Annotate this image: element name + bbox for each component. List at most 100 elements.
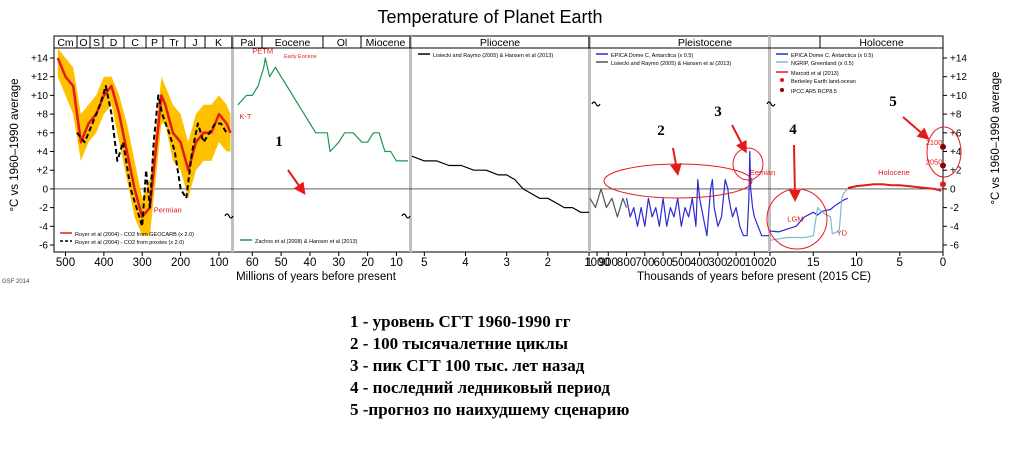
legend-label: EPICA Dome C, Antarctica (x 0.5) <box>611 53 693 59</box>
period-label: K <box>215 37 222 49</box>
chart-annotation: YD <box>837 229 848 238</box>
x-tick-label: 20 <box>764 257 777 269</box>
y-tick-label-right: +2 <box>950 166 962 177</box>
legend-label: Zachos et al (2008) & Hansen et al (2013… <box>255 239 358 245</box>
axis-break <box>224 213 234 219</box>
x-tick-label: 100 <box>745 257 764 269</box>
note-item: 3 - пик СГТ 100 тыс. лет назад <box>350 356 585 375</box>
series-line <box>769 197 849 233</box>
note-item: 1 - уровень СГТ 1960-1990 гг <box>350 312 571 331</box>
x-axis-label-kyr: Thousands of years before present (2015 … <box>637 271 871 283</box>
series-line <box>769 188 849 241</box>
legend-label: Royer et al (2004) - CO2 from proxies (x… <box>75 240 184 246</box>
marker-number: 2 <box>657 123 665 139</box>
y-tick-label-left: -2 <box>39 203 48 214</box>
note-item: 2 - 100 тысячалетние циклы <box>350 334 569 353</box>
y-tick-label-right: -6 <box>950 241 959 252</box>
x-tick-label: 10 <box>390 257 403 269</box>
y-tick-label-right: +12 <box>950 72 967 83</box>
chart-annotation: PETM <box>252 46 273 55</box>
chart-annotation: Holocene <box>878 168 910 177</box>
x-tick-label: 30 <box>332 257 345 269</box>
x-tick-label: 400 <box>94 257 113 269</box>
legend-swatch <box>780 88 784 92</box>
y-tick-label-left: -6 <box>39 241 48 252</box>
series-line <box>237 57 408 162</box>
series-line <box>589 188 628 218</box>
chart-title: Temperature of Planet Earth <box>377 7 602 27</box>
panel-separator <box>768 36 771 252</box>
panel-separator <box>231 36 234 252</box>
y-tick-label-left: +14 <box>31 54 48 65</box>
callout-ellipse <box>603 163 753 199</box>
axis-break <box>766 101 776 107</box>
y-axis-label-right: °C vs 1960–1990 average <box>990 71 1002 204</box>
y-tick-label-left: -4 <box>39 222 48 233</box>
marker-number: 5 <box>889 94 897 110</box>
period-label: Cm <box>57 37 74 49</box>
period-label: Ol <box>337 37 348 49</box>
y-tick-label-right: +10 <box>950 91 967 102</box>
axis-break <box>591 101 601 107</box>
period-label: O <box>79 37 87 49</box>
chart-annotation: Eemian <box>750 168 775 177</box>
y-tick-label-left: 0 <box>42 184 48 195</box>
callout-arrow <box>731 124 747 154</box>
callout-ellipse <box>926 126 962 178</box>
legend-label: Berkeley Earth land-ocean <box>791 79 856 85</box>
marker-number: 1 <box>275 134 283 150</box>
x-tick-label: 100 <box>209 257 228 269</box>
chart-annotation: 2100 <box>926 138 943 147</box>
legend-label: Lisiecki and Raymo (2005) & Hansen et al… <box>433 53 553 59</box>
callout-ellipse <box>766 188 828 250</box>
y-tick-label-left: +2 <box>37 166 49 177</box>
x-tick-label: 4 <box>462 257 469 269</box>
y-tick-label-right: -4 <box>950 222 959 233</box>
y-tick-label-right: +14 <box>950 54 967 65</box>
y-tick-label-left: +12 <box>31 72 48 83</box>
legend-label: Royer et al (2004) - CO2 from GEOCARB (x… <box>75 232 194 238</box>
x-axis-label-myr: Millions of years before present <box>236 271 397 283</box>
marker-number: 4 <box>789 122 797 138</box>
y-tick-label-left: +6 <box>37 128 49 139</box>
period-label: Pleistocene <box>678 37 732 49</box>
y-axis-label-left: °C vs 1960–1990 average <box>9 78 21 211</box>
series-line <box>76 85 228 228</box>
x-tick-label: 200 <box>727 257 746 269</box>
x-tick-label: 40 <box>304 257 317 269</box>
x-tick-label: 1000 <box>584 257 610 269</box>
x-tick-label: 15 <box>807 257 820 269</box>
series-line <box>625 150 769 237</box>
period-label: Eocene <box>275 37 311 49</box>
period-label: Tr <box>169 37 179 49</box>
x-tick-label: 400 <box>690 257 709 269</box>
period-label: Pal <box>240 37 255 49</box>
source-credit: GSF 2014 <box>2 279 30 285</box>
y-tick-label-right: -2 <box>950 203 959 214</box>
callout-arrow <box>902 116 930 140</box>
y-tick-label-right: 0 <box>950 184 956 195</box>
y-tick-label-left: +10 <box>31 91 48 102</box>
period-label: Pliocene <box>480 37 520 49</box>
x-tick-label: 0 <box>940 257 946 269</box>
x-tick-label: 2 <box>545 257 551 269</box>
period-label: D <box>110 37 118 49</box>
temperature-chart: Temperature of Planet Earth Cm O S D C P Tr J K P… <box>2 7 1002 285</box>
x-tick-label: 60 <box>246 257 259 269</box>
chart-annotation: K-T <box>239 112 252 121</box>
data-point <box>940 143 946 150</box>
legend-label: Lisiecki and Raymo (2005) & Hansen et al… <box>611 61 731 67</box>
legend-label: Marcott et al (2013) <box>791 71 839 77</box>
data-point <box>940 162 946 169</box>
y-tick-label-left: +8 <box>37 110 49 121</box>
period-label: C <box>131 37 139 49</box>
panel-separator <box>409 36 412 252</box>
x-tick-label: 300 <box>708 257 727 269</box>
note-item: 4 - последний ледниковый период <box>350 378 610 397</box>
plot-area: Cm O S D C P Tr J K Pal Eocene Ol Miocene Pliocene Ple… <box>2 35 1002 285</box>
series-line <box>411 155 589 213</box>
x-tick-label: 5 <box>421 257 427 269</box>
x-tick-label: 20 <box>361 257 374 269</box>
callout-arrow <box>670 147 682 176</box>
legend-label: EPICA Dome C, Antarctica (x 0.5) <box>791 53 873 59</box>
